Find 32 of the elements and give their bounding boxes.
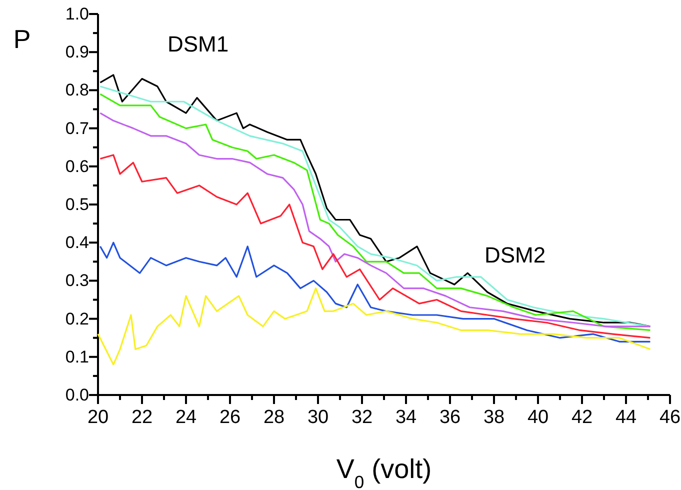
y-tick-label: 0.8 <box>65 80 89 100</box>
y-tick-label: 0.6 <box>65 156 89 176</box>
x-tick-label: 26 <box>219 407 241 428</box>
y-tick-label: 1.0 <box>65 4 89 24</box>
line-series <box>97 288 651 366</box>
y-tick-label: 0.9 <box>65 42 89 62</box>
x-tick-label: 34 <box>395 407 417 428</box>
x-tick-label: 46 <box>659 407 681 428</box>
x-tick-label: 42 <box>571 407 593 428</box>
x-tick-label: 38 <box>483 407 505 428</box>
y-tick-label: 0.5 <box>65 194 89 214</box>
x-tick-label: 44 <box>615 407 637 428</box>
x-tick-label: 20 <box>87 407 109 428</box>
x-tick-label: 30 <box>307 407 329 428</box>
line-series <box>99 154 651 339</box>
x-tick-label: 22 <box>131 407 153 428</box>
x-tick-label: 40 <box>527 407 549 428</box>
y-tick-label: 0.7 <box>65 118 89 138</box>
annotation: DSM2 <box>484 242 546 268</box>
y-tick-label: 0.1 <box>65 347 89 366</box>
x-tick-label: 36 <box>439 407 461 428</box>
y-axis-title: P <box>13 24 31 54</box>
x-tick-label: 32 <box>351 407 373 428</box>
y-tick-label: 0.3 <box>65 271 89 290</box>
y-tick-label: 0.4 <box>65 233 89 252</box>
annotation: DSM1 <box>167 32 229 57</box>
x-tick-label: 28 <box>263 407 285 428</box>
x-axis-title: V$_{0}$ (volt) <box>336 454 432 490</box>
y-tick-label: 0.2 <box>65 309 89 328</box>
line-series <box>99 242 651 342</box>
y-tick-label: 0.0 <box>65 385 89 404</box>
x-tick-label: 24 <box>175 407 197 428</box>
